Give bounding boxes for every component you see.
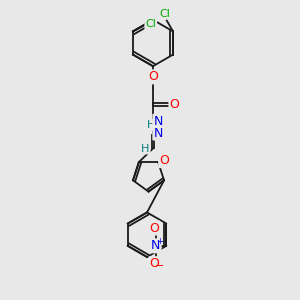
Text: O: O (149, 257, 159, 270)
Text: O: O (169, 98, 179, 111)
Text: H: H (141, 143, 150, 154)
Text: N: N (151, 239, 160, 252)
Text: H: H (147, 120, 156, 130)
Text: O: O (148, 70, 158, 83)
Text: Cl: Cl (145, 19, 156, 29)
Text: N: N (153, 115, 163, 128)
Text: N: N (153, 127, 163, 140)
Text: −: − (155, 261, 164, 271)
Text: O: O (149, 221, 159, 235)
Text: Cl: Cl (160, 9, 170, 19)
Text: O: O (159, 154, 169, 167)
Text: +: + (156, 238, 163, 247)
